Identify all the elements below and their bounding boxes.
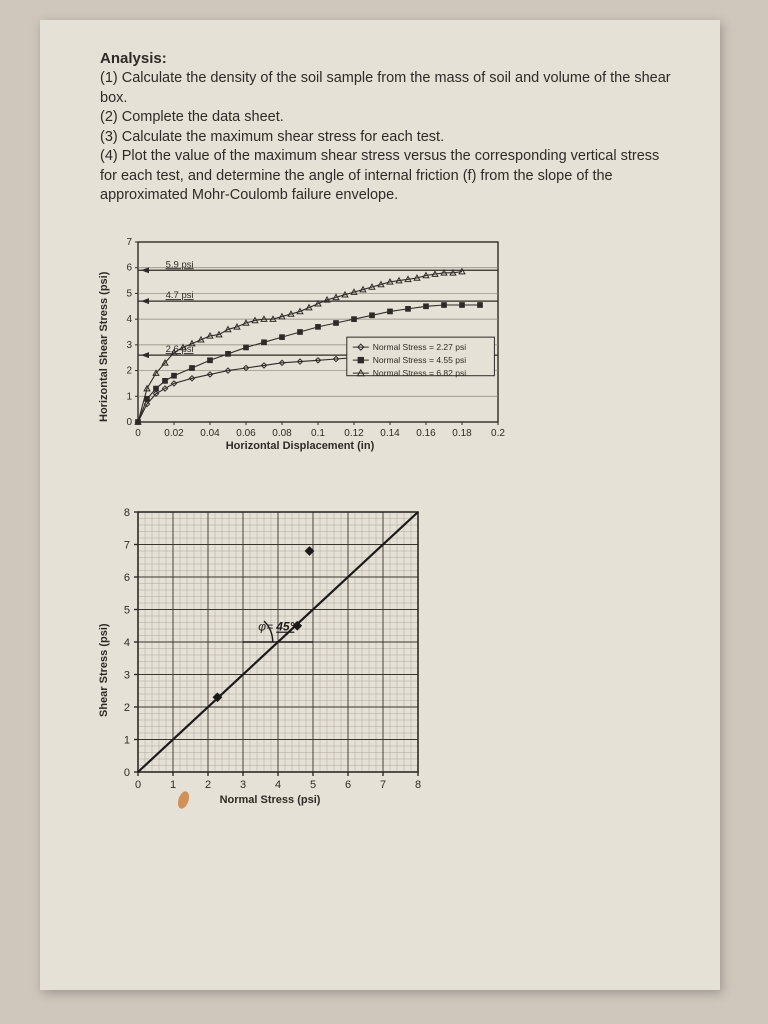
svg-text:0.18: 0.18 [452, 428, 472, 439]
svg-text:Normal Stress = 4.55 psi: Normal Stress = 4.55 psi [373, 355, 466, 365]
svg-text:0.04: 0.04 [200, 428, 220, 439]
svg-text:8: 8 [124, 507, 130, 519]
svg-text:5.9 psi: 5.9 psi [166, 259, 194, 270]
svg-text:8: 8 [415, 779, 421, 791]
svg-text:5: 5 [126, 288, 132, 299]
svg-text:7: 7 [380, 779, 386, 791]
svg-text:5: 5 [310, 779, 316, 791]
chart2-xlabel: Normal Stress (psi) [90, 794, 450, 806]
shear-displacement-chart: 0 1 2 3 4 5 6 7 0 0.02 0.04 0.06 0.08 0.1 0.12 0.14 0.16… [90, 232, 510, 462]
svg-text:0: 0 [126, 417, 132, 428]
svg-text:0: 0 [135, 428, 141, 439]
chart1-ylabel: Horizontal Shear Stress (psi) [98, 272, 110, 422]
chart1-svg: 0 1 2 3 4 5 6 7 0 0.02 0.04 0.06 0.08 0.1 0.12 0.14 0.16… [90, 232, 510, 462]
svg-text:0.12: 0.12 [344, 428, 364, 439]
analysis-heading: Analysis: [100, 50, 680, 67]
svg-text:2: 2 [124, 702, 130, 714]
svg-text:0.1: 0.1 [311, 428, 325, 439]
svg-text:4: 4 [124, 637, 130, 649]
svg-text:0.14: 0.14 [380, 428, 400, 439]
svg-text:0.2: 0.2 [491, 428, 505, 439]
analysis-body: (1) Calculate the density of the soil sa… [100, 69, 680, 206]
svg-text:0.16: 0.16 [416, 428, 436, 439]
svg-text:3: 3 [240, 779, 246, 791]
svg-text:1: 1 [126, 391, 132, 402]
svg-text:6: 6 [126, 263, 132, 274]
chart2-ylabel: Shear Stress (psi) [98, 623, 110, 717]
svg-text:3: 3 [124, 669, 130, 681]
svg-text:7: 7 [126, 237, 132, 248]
svg-text:4: 4 [275, 779, 281, 791]
chart1-xlabel: Horizontal Displacement (in) [90, 440, 510, 452]
svg-text:0.06: 0.06 [236, 428, 256, 439]
svg-text:Normal Stress = 2.27 psi: Normal Stress = 2.27 psi [373, 342, 466, 352]
svg-text:0: 0 [124, 767, 130, 779]
svg-text:2: 2 [126, 366, 132, 377]
svg-text:4: 4 [126, 314, 132, 325]
svg-text:0: 0 [135, 779, 141, 791]
svg-text:5: 5 [124, 604, 130, 616]
svg-text:0.08: 0.08 [272, 428, 292, 439]
chart2-svg: 0 1 2 3 4 5 6 7 8 0 1 2 3 4 5 6 7 8 45°φ= [90, 502, 450, 822]
svg-text:7: 7 [124, 539, 130, 551]
mohr-coulomb-chart: 0 1 2 3 4 5 6 7 8 0 1 2 3 4 5 6 7 8 45°φ= Shear Stress (ps… [90, 502, 450, 822]
svg-text:Normal Stress = 6.82 psi: Normal Stress = 6.82 psi [373, 368, 466, 378]
svg-text:1: 1 [170, 779, 176, 791]
svg-text:6: 6 [345, 779, 351, 791]
svg-text:2: 2 [205, 779, 211, 791]
page: Analysis: (1) Calculate the density of t… [40, 20, 720, 990]
svg-text:6: 6 [124, 572, 130, 584]
svg-text:4.7 psi: 4.7 psi [166, 290, 194, 301]
svg-text:45°: 45° [275, 620, 294, 634]
svg-text:φ=: φ= [258, 620, 273, 634]
svg-text:0.02: 0.02 [164, 428, 184, 439]
svg-text:3: 3 [126, 340, 132, 351]
svg-text:1: 1 [124, 734, 130, 746]
